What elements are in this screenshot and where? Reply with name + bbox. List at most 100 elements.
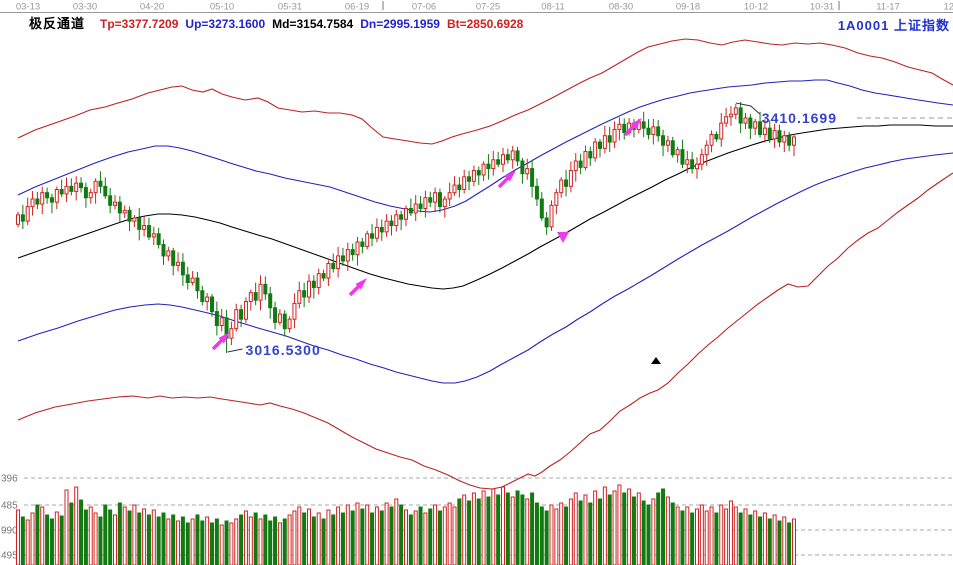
candle-body [166,250,171,257]
date-label: 07-25 [476,2,500,13]
volume-bar [113,514,117,565]
volume-bar [122,506,127,565]
volume-bar [88,506,93,565]
volume-bar [384,502,389,565]
candle-body [394,214,399,227]
date-label: 05-10 [210,2,234,13]
buy-arrow-icon [218,332,230,344]
volume-bar [20,516,25,565]
candle-body [399,214,404,220]
candle-body [263,283,268,295]
volume-bar [646,504,651,565]
candle-body [234,309,239,330]
volume-bar [782,516,787,565]
volume-bar [64,489,69,565]
candle-body [593,141,598,159]
candle-body [336,255,341,270]
candle-body [452,184,457,194]
volume-bar [695,508,699,565]
volume-bar [573,492,578,565]
candle-body [549,204,554,228]
volume-bar [331,514,336,565]
candle-body [326,263,331,279]
candle-body [646,127,651,135]
candle-body [695,163,699,170]
volume-bar [117,502,122,565]
volume-bar [69,502,74,565]
candle-body [16,214,20,225]
symbol-title: 1A0001 上证指数 [838,15,950,34]
volume-bar [602,486,607,565]
volume-bar [631,496,636,565]
candle-body [302,290,307,298]
candle-body [641,121,646,129]
candle-body [83,187,88,199]
date-label: 09-18 [676,2,700,13]
candle-body [520,160,525,175]
volume-bar [442,506,447,565]
volume-bar [210,522,214,565]
band-bt-line [17,172,953,490]
indicator-value: Md=3154.7584 [272,17,354,31]
low-annotation: 3016.5300 [227,342,320,358]
volume-bar [263,514,268,565]
date-label: 08-11 [541,2,565,13]
volume-bar [738,512,743,565]
volume-bar [365,504,370,565]
symbol-name: 上证指数 [893,18,950,33]
candle-body [355,241,360,256]
volume-bar [680,510,685,565]
volume-bar [481,490,486,565]
volume-axis-label: 485 [1,501,18,512]
candle-body [219,317,224,327]
date-axis: 03-13 03-30 04-20 05-10 05-31 06-19 07-06 07-25… [0,1,953,13]
volume-bar [273,516,278,565]
low-pointer-line [227,348,243,353]
volume-bar [743,508,748,565]
candle-body [176,261,181,266]
candle-body [578,160,583,168]
candle-body [132,217,137,222]
candle-body [496,159,501,165]
candle-body [554,192,559,206]
buy-arrow-icon [497,176,510,189]
channel-name: 极反通道 [29,16,86,31]
candle-body [389,220,394,227]
volume-bar [200,520,205,565]
candle-body [505,154,510,161]
candle-body [379,226,384,233]
volume-bar [525,498,530,565]
volume-bar [447,502,452,565]
candle-body [345,249,350,262]
indicator-values: Tp=3377.7209 Up=3273.1600 Md=3154.7584 Dn=2… [100,17,530,31]
candle-body [559,179,564,194]
band-up-line [17,79,953,213]
candle-body [74,182,79,192]
candle-body [704,144,709,156]
candle-body [195,277,200,292]
candle-body [88,192,93,199]
volume-bar [253,512,258,565]
volume-bar [166,518,171,565]
candle-body [340,255,345,262]
candle-body [685,159,690,165]
volume-bar [345,504,350,565]
candle-body [423,197,428,209]
candle-body [273,307,278,323]
volume-bar [661,488,666,565]
volume-bar [641,500,646,565]
volume-bar [297,506,302,565]
volume-bar [229,522,234,565]
candle-body [248,292,253,302]
candle-body [108,195,113,206]
date-label: 10-12 [744,2,768,13]
candle-body [161,244,166,257]
indicator-value: Dn=2995.1959 [360,17,440,31]
candle-body [617,123,622,130]
volume-bar [787,522,792,565]
volume-bar [370,512,375,565]
candle-body [311,280,316,289]
band-dn-line [17,152,953,384]
volume-bar [762,512,767,565]
